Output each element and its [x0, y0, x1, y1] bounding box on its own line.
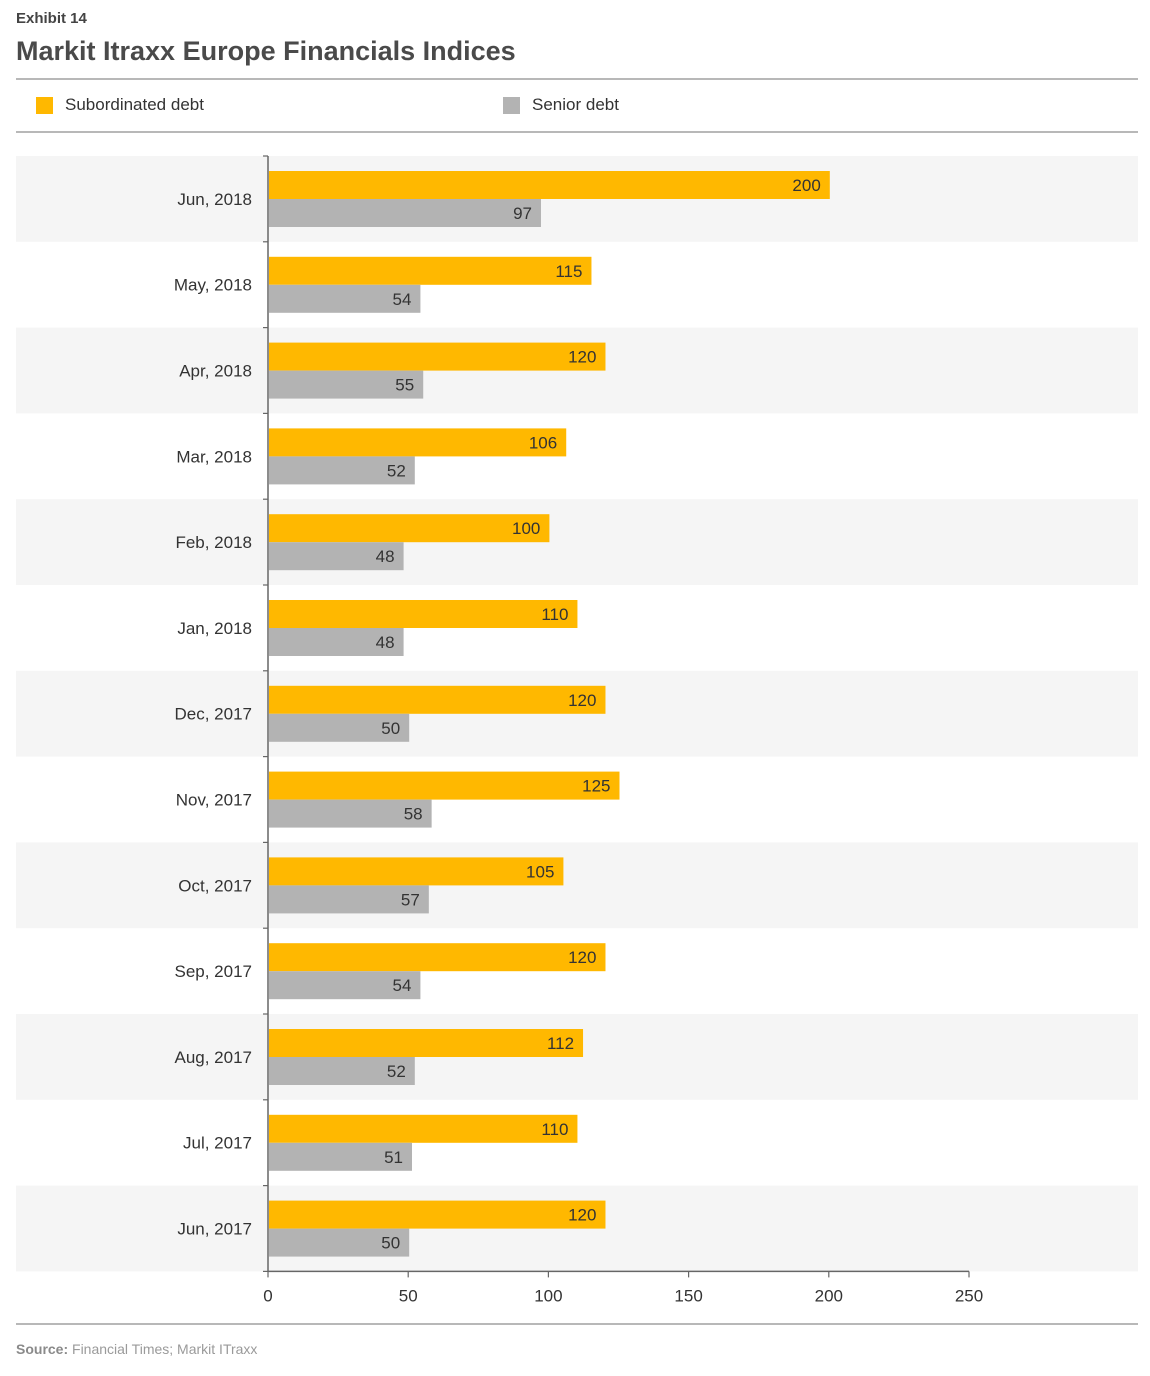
data-label-subordinated: 120	[568, 348, 596, 367]
data-label-subordinated: 120	[568, 691, 596, 710]
legend-label-senior: Senior debt	[532, 95, 619, 114]
y-category-label: Jun, 2018	[177, 190, 252, 209]
bar-senior	[269, 799, 432, 828]
data-label-senior: 97	[513, 204, 532, 223]
bar-subordinated	[269, 771, 620, 800]
bar-subordinated	[269, 256, 592, 285]
data-label-subordinated: 115	[555, 262, 582, 281]
data-label-senior: 54	[392, 976, 411, 995]
x-tick-label: 100	[534, 1286, 562, 1305]
legend-divider	[16, 131, 1138, 133]
y-category-label: Apr, 2018	[179, 362, 252, 381]
data-label-subordinated: 120	[568, 1206, 596, 1225]
legend-item-subordinated: Subordinated debt	[36, 95, 204, 115]
source-label: Source:	[16, 1341, 69, 1357]
bar-senior	[269, 456, 415, 485]
y-category-label: Dec, 2017	[175, 705, 253, 724]
data-label-senior: 48	[376, 547, 395, 566]
exhibit-label: Exhibit 14	[16, 10, 87, 27]
bar-subordinated	[269, 857, 564, 886]
y-category-label: Feb, 2018	[175, 533, 252, 552]
data-label-senior: 55	[395, 376, 414, 395]
y-category-label: Mar, 2018	[176, 447, 252, 466]
data-label-subordinated: 105	[526, 862, 554, 881]
bar-senior	[269, 713, 410, 742]
y-category-label: Aug, 2017	[174, 1048, 252, 1067]
data-label-senior: 51	[384, 1148, 403, 1167]
legend-swatch-senior	[503, 96, 520, 114]
x-tick-label: 250	[955, 1286, 983, 1305]
data-label-senior: 54	[392, 290, 411, 309]
data-label-subordinated: 200	[792, 176, 820, 195]
x-tick-label: 50	[399, 1286, 418, 1305]
legend-swatch-subordinated	[36, 96, 53, 114]
y-category-label: Jun, 2017	[177, 1220, 252, 1239]
y-category-label: Nov, 2017	[176, 791, 252, 810]
bar-subordinated	[269, 1029, 584, 1057]
bar-senior	[269, 1228, 410, 1257]
data-label-senior: 58	[404, 805, 423, 824]
data-label-senior: 52	[387, 1062, 406, 1081]
legend-item-senior: Senior debt	[503, 95, 619, 115]
bar-subordinated	[269, 685, 606, 714]
bar-senior	[269, 885, 429, 914]
bar-chart: 0 50 100 150 200 250 Jun, 2018 200 97 May, 2018 11…	[16, 155, 1138, 1306]
title-divider	[16, 78, 1138, 80]
data-label-senior: 50	[381, 719, 400, 738]
data-label-subordinated: 112	[547, 1034, 574, 1053]
footer-divider	[16, 1323, 1138, 1325]
bar-subordinated	[269, 342, 606, 371]
bar-senior	[269, 971, 421, 1000]
band-background	[16, 842, 1138, 929]
data-label-senior: 57	[401, 890, 420, 909]
data-label-subordinated: 125	[582, 777, 610, 796]
bar-subordinated	[269, 600, 578, 628]
data-label-senior: 48	[376, 633, 395, 652]
bar-subordinated	[269, 428, 567, 457]
bar-subordinated	[269, 1114, 578, 1143]
bar-subordinated	[269, 943, 606, 972]
bar-senior	[269, 542, 404, 571]
source-text: Financial Times; Markit ITraxx	[72, 1341, 258, 1357]
data-label-subordinated: 110	[541, 605, 568, 624]
data-label-subordinated: 106	[529, 433, 557, 452]
bar-senior	[269, 1142, 413, 1171]
bar-senior	[269, 628, 404, 656]
bar-subordinated	[269, 171, 830, 199]
data-label-subordinated: 110	[541, 1120, 568, 1139]
y-category-label: Jan, 2018	[177, 619, 252, 638]
data-label-senior: 52	[387, 461, 406, 480]
data-label-subordinated: 100	[512, 519, 540, 538]
source-note: Source: Financial Times; Markit ITraxx	[16, 1341, 257, 1357]
x-tick-label: 200	[815, 1286, 843, 1305]
bar-senior	[269, 199, 541, 227]
data-label-subordinated: 120	[568, 948, 596, 967]
bar-subordinated	[269, 1200, 606, 1229]
y-category-label: Jul, 2017	[183, 1134, 252, 1153]
y-category-label: May, 2018	[174, 276, 252, 295]
y-category-label: Sep, 2017	[174, 962, 252, 981]
data-label-senior: 50	[381, 1234, 400, 1253]
x-tick-label: 150	[674, 1286, 702, 1305]
bar-senior	[269, 370, 424, 399]
bar-senior	[269, 284, 421, 313]
chart-title: Markit Itraxx Europe Financials Indices	[16, 36, 516, 66]
bar-subordinated	[269, 514, 550, 543]
band-background	[16, 499, 1138, 585]
bar-senior	[269, 1057, 415, 1085]
legend-label-subordinated: Subordinated debt	[65, 95, 204, 114]
x-tick-label: 0	[263, 1286, 272, 1305]
y-category-label: Oct, 2017	[178, 876, 252, 895]
